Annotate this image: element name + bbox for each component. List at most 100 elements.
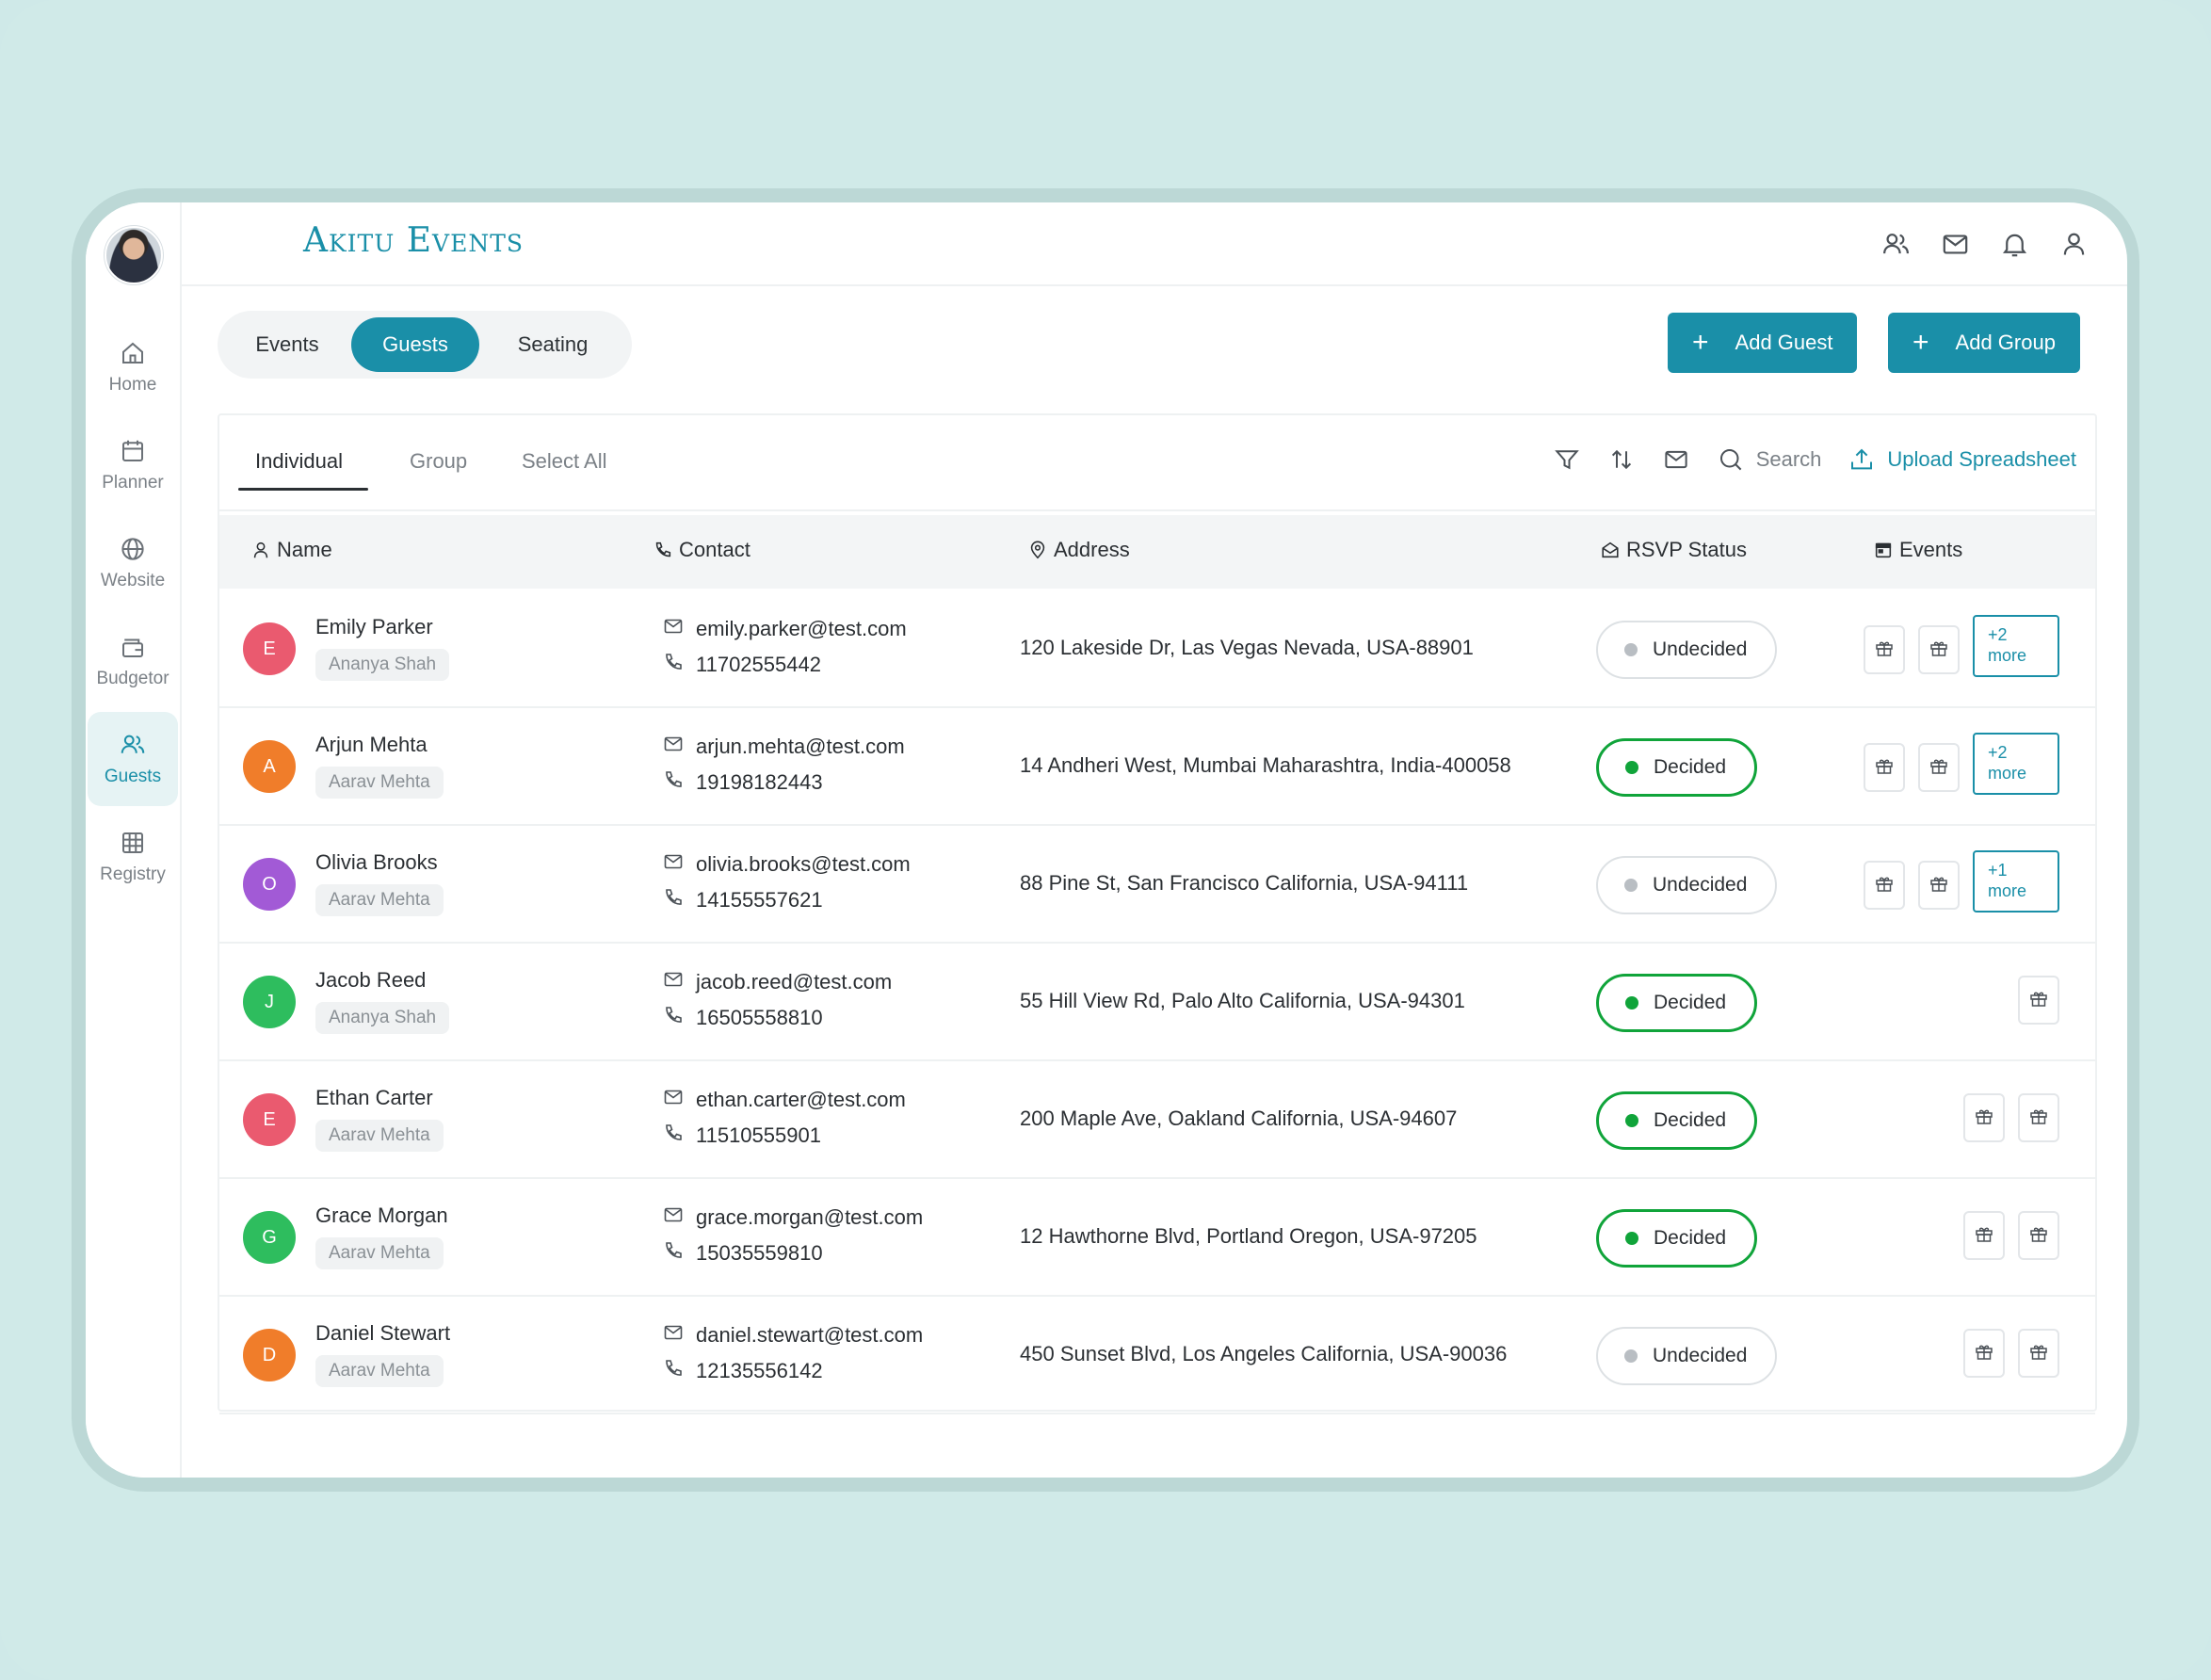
- guest-group-tag: Aarav Mehta: [315, 1120, 444, 1152]
- mail-icon: [662, 1203, 685, 1232]
- rsvp-status-badge[interactable]: Undecided: [1596, 1327, 1778, 1385]
- rsvp-status-badge[interactable]: Decided: [1596, 1091, 1758, 1150]
- column-header-address[interactable]: Address: [1027, 538, 1130, 562]
- more-events-button[interactable]: +2 more: [1973, 615, 2059, 677]
- gift-icon: [1873, 872, 1896, 899]
- event-gift-button[interactable]: [1918, 743, 1960, 792]
- filter-button[interactable]: [1553, 445, 1581, 474]
- users-icon: [121, 735, 145, 753]
- table-row[interactable]: J Jacob Reed Ananya Shah jacob.reed@test.co…: [219, 944, 2095, 1061]
- guest-email: jacob.reed@test.com: [662, 968, 892, 996]
- tab-seating[interactable]: Seating: [517, 332, 589, 356]
- subtab-select-all[interactable]: Select All: [522, 449, 607, 473]
- tab-guests[interactable]: Guests: [351, 317, 479, 372]
- subtab-group[interactable]: Group: [410, 449, 468, 473]
- app-logo: Akitu Events: [303, 221, 524, 260]
- guest-phone: 11702555442: [662, 651, 821, 679]
- sidebar-item-guests[interactable]: Guests: [88, 712, 178, 806]
- rsvp-status-badge[interactable]: Undecided: [1596, 856, 1778, 914]
- event-gift-button[interactable]: [2018, 1329, 2059, 1378]
- sidebar-item-label: Budgetor: [96, 669, 169, 688]
- table-row[interactable]: E Ethan Carter Aarav Mehta ethan.carter@tes…: [219, 1061, 2095, 1179]
- sidebar-item-registry[interactable]: Registry: [88, 810, 178, 904]
- event-gift-button[interactable]: [1864, 743, 1905, 792]
- guest-initial-avatar: G: [243, 1211, 296, 1264]
- sidebar-item-planner[interactable]: Planner: [88, 418, 178, 512]
- sidebar-item-label: Registry: [100, 864, 166, 884]
- gift-icon: [2027, 1222, 2050, 1250]
- phone-icon: [662, 1122, 685, 1150]
- tab-events[interactable]: Events: [255, 332, 319, 356]
- upload-spreadsheet-button[interactable]: Upload Spreadsheet: [1848, 445, 2076, 474]
- event-gift-button[interactable]: [1963, 1211, 2005, 1260]
- users-icon[interactable]: [1880, 229, 1912, 260]
- calendar-icon: [122, 440, 143, 461]
- table-row[interactable]: G Grace Morgan Aarav Mehta grace.morgan@tes…: [219, 1179, 2095, 1297]
- status-dot: [1625, 1232, 1638, 1245]
- rsvp-status-badge[interactable]: Decided: [1596, 1209, 1758, 1268]
- table-row[interactable]: A Arjun Mehta Aarav Mehta arjun.mehta@test.…: [219, 708, 2095, 826]
- avatar[interactable]: [105, 226, 163, 284]
- phone-icon: [662, 1239, 685, 1268]
- guest-name: Ethan Carter: [315, 1086, 433, 1109]
- event-gift-button[interactable]: [1963, 1329, 2005, 1378]
- more-events-button[interactable]: +2 more: [1973, 733, 2059, 795]
- event-gift-button[interactable]: [2018, 1093, 2059, 1142]
- phone-text: 12135556142: [696, 1359, 823, 1382]
- gift-icon: [1928, 872, 1950, 899]
- event-gift-button[interactable]: [1864, 625, 1905, 674]
- event-gift-button[interactable]: [1918, 861, 1960, 910]
- column-header-name[interactable]: Name: [250, 538, 332, 562]
- event-gift-button[interactable]: [1963, 1093, 2005, 1142]
- add-group-button[interactable]: + Add Group: [1888, 313, 2080, 373]
- guest-name: Jacob Reed: [315, 968, 427, 992]
- rsvp-status-badge[interactable]: Undecided: [1596, 621, 1778, 679]
- event-gift-button[interactable]: [1918, 625, 1960, 674]
- mail-icon: [662, 968, 685, 996]
- user-icon[interactable]: [2058, 229, 2090, 260]
- email-text: jacob.reed@test.com: [696, 970, 893, 993]
- guest-group-tag: Aarav Mehta: [315, 1237, 444, 1269]
- guest-group-tag: Aarav Mehta: [315, 767, 444, 799]
- guest-name: Emily Parker: [315, 615, 433, 638]
- table-row[interactable]: D Daniel Stewart Aarav Mehta daniel.stewart…: [219, 1297, 2095, 1414]
- sidebar-item-label: Website: [100, 571, 166, 590]
- more-events-button[interactable]: +1 more: [1973, 850, 2059, 913]
- mail-icon[interactable]: [1940, 229, 1971, 260]
- home-icon: [122, 342, 143, 363]
- gift-icon: [1973, 1105, 1995, 1132]
- event-gift-button[interactable]: [1864, 861, 1905, 910]
- column-header-rsvp[interactable]: RSVP Status: [1600, 538, 1747, 562]
- add-guest-button[interactable]: + Add Guest: [1668, 313, 1858, 373]
- more-label: more: [1988, 764, 2027, 783]
- plus-icon: +: [1912, 327, 1929, 358]
- column-header-contact[interactable]: Contact: [653, 538, 750, 562]
- rsvp-status-badge[interactable]: Decided: [1596, 738, 1758, 797]
- search-button[interactable]: Search: [1717, 445, 1821, 474]
- phone-text: 15035559810: [696, 1241, 823, 1265]
- rsvp-status-badge[interactable]: Decided: [1596, 974, 1758, 1032]
- rsvp-label: Decided: [1654, 756, 1727, 778]
- mail-icon: [1665, 450, 1687, 469]
- table-row[interactable]: O Olivia Brooks Aarav Mehta olivia.brooks@t…: [219, 826, 2095, 944]
- column-header-events[interactable]: Events: [1873, 538, 1962, 562]
- guest-email: olivia.brooks@test.com: [662, 850, 911, 879]
- sidebar-item-home[interactable]: Home: [88, 320, 178, 414]
- subtab-individual[interactable]: Individual: [255, 449, 343, 473]
- event-gift-button[interactable]: [2018, 976, 2059, 1025]
- sort-button[interactable]: [1607, 445, 1636, 474]
- guest-group-tag: Ananya Shah: [315, 1002, 450, 1034]
- table-header: Name Contact Address RSVP Status Events: [219, 515, 2095, 589]
- guest-events: [1963, 1093, 2059, 1142]
- status-dot: [1624, 1349, 1638, 1363]
- sidebar-item-website[interactable]: Website: [88, 516, 178, 610]
- table-row[interactable]: E Emily Parker Ananya Shah emily.parker@tes…: [219, 590, 2095, 708]
- sidebar: Home Planner Website Budgetor Guests Reg…: [86, 202, 182, 1478]
- email-text: olivia.brooks@test.com: [696, 852, 911, 876]
- sidebar-item-budgetor[interactable]: Budgetor: [88, 614, 178, 708]
- event-gift-button[interactable]: [2018, 1211, 2059, 1260]
- bell-icon[interactable]: [1999, 229, 2030, 260]
- column-label: Contact: [679, 538, 750, 561]
- email-button[interactable]: [1662, 445, 1690, 474]
- grid-icon: [122, 832, 143, 853]
